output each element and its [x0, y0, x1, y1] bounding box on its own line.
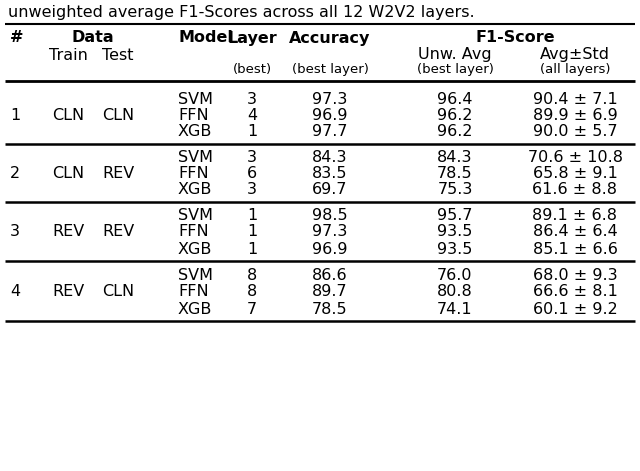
Text: (best): (best) — [232, 63, 271, 75]
Text: Avg±Std: Avg±Std — [540, 48, 610, 63]
Text: unweighted average F1-Scores across all 12 W2V2 layers.: unweighted average F1-Scores across all … — [8, 5, 475, 19]
Text: XGB: XGB — [178, 301, 212, 317]
Text: CLN: CLN — [102, 108, 134, 123]
Text: 7: 7 — [247, 301, 257, 317]
Text: F1-Score: F1-Score — [475, 31, 555, 46]
Text: XGB: XGB — [178, 242, 212, 257]
Text: 2: 2 — [10, 167, 20, 181]
Text: 3: 3 — [247, 149, 257, 164]
Text: SVM: SVM — [178, 91, 213, 106]
Text: CLN: CLN — [52, 108, 84, 123]
Text: 61.6 ± 8.8: 61.6 ± 8.8 — [532, 182, 618, 197]
Text: Train: Train — [49, 48, 88, 63]
Text: REV: REV — [102, 167, 134, 181]
Text: Accuracy: Accuracy — [289, 31, 371, 46]
Text: 96.9: 96.9 — [312, 108, 348, 123]
Text: REV: REV — [52, 284, 84, 300]
Text: SVM: SVM — [178, 209, 213, 224]
Text: 78.5: 78.5 — [437, 167, 473, 181]
Text: 98.5: 98.5 — [312, 209, 348, 224]
Text: 69.7: 69.7 — [312, 182, 348, 197]
Text: 96.2: 96.2 — [437, 108, 473, 123]
Text: 1: 1 — [247, 225, 257, 239]
Text: 96.2: 96.2 — [437, 124, 473, 139]
Text: 8: 8 — [247, 284, 257, 300]
Text: 84.3: 84.3 — [312, 149, 348, 164]
Text: 68.0 ± 9.3: 68.0 ± 9.3 — [532, 268, 618, 283]
Text: Model: Model — [178, 31, 233, 46]
Text: 86.4 ± 6.4: 86.4 ± 6.4 — [532, 225, 618, 239]
Text: 86.6: 86.6 — [312, 268, 348, 283]
Text: 80.8: 80.8 — [437, 284, 473, 300]
Text: 97.3: 97.3 — [312, 91, 348, 106]
Text: 89.7: 89.7 — [312, 284, 348, 300]
Text: 90.0 ± 5.7: 90.0 ± 5.7 — [532, 124, 618, 139]
Text: 1: 1 — [10, 108, 20, 123]
Text: 95.7: 95.7 — [437, 209, 473, 224]
Text: CLN: CLN — [102, 284, 134, 300]
Text: #: # — [10, 31, 24, 46]
Text: 65.8 ± 9.1: 65.8 ± 9.1 — [532, 167, 618, 181]
Text: 4: 4 — [10, 284, 20, 300]
Text: 89.9 ± 6.9: 89.9 ± 6.9 — [532, 108, 618, 123]
Text: 3: 3 — [247, 182, 257, 197]
Text: 1: 1 — [247, 209, 257, 224]
Text: 97.7: 97.7 — [312, 124, 348, 139]
Text: 76.0: 76.0 — [437, 268, 473, 283]
Text: 8: 8 — [247, 268, 257, 283]
Text: 1: 1 — [247, 124, 257, 139]
Text: (best layer): (best layer) — [292, 63, 369, 75]
Text: Test: Test — [102, 48, 134, 63]
Text: FFN: FFN — [178, 225, 209, 239]
Text: FFN: FFN — [178, 167, 209, 181]
Text: (best layer): (best layer) — [417, 63, 493, 75]
Text: 96.4: 96.4 — [437, 91, 473, 106]
Text: 96.9: 96.9 — [312, 242, 348, 257]
Text: 83.5: 83.5 — [312, 167, 348, 181]
Text: 1: 1 — [247, 242, 257, 257]
Text: FFN: FFN — [178, 284, 209, 300]
Text: 78.5: 78.5 — [312, 301, 348, 317]
Text: 3: 3 — [10, 225, 20, 239]
Text: 70.6 ± 10.8: 70.6 ± 10.8 — [527, 149, 623, 164]
Text: Unw. Avg: Unw. Avg — [418, 48, 492, 63]
Text: SVM: SVM — [178, 149, 213, 164]
Text: 60.1 ± 9.2: 60.1 ± 9.2 — [532, 301, 618, 317]
Text: 90.4 ± 7.1: 90.4 ± 7.1 — [532, 91, 618, 106]
Text: 97.3: 97.3 — [312, 225, 348, 239]
Text: (all layers): (all layers) — [540, 63, 611, 75]
Text: 66.6 ± 8.1: 66.6 ± 8.1 — [532, 284, 618, 300]
Text: 93.5: 93.5 — [437, 225, 473, 239]
Text: CLN: CLN — [52, 167, 84, 181]
Text: 4: 4 — [247, 108, 257, 123]
Text: 75.3: 75.3 — [437, 182, 473, 197]
Text: FFN: FFN — [178, 108, 209, 123]
Text: 84.3: 84.3 — [437, 149, 473, 164]
Text: Layer: Layer — [227, 31, 277, 46]
Text: REV: REV — [102, 225, 134, 239]
Text: 6: 6 — [247, 167, 257, 181]
Text: XGB: XGB — [178, 182, 212, 197]
Text: 93.5: 93.5 — [437, 242, 473, 257]
Text: Data: Data — [72, 31, 115, 46]
Text: 89.1 ± 6.8: 89.1 ± 6.8 — [532, 209, 618, 224]
Text: XGB: XGB — [178, 124, 212, 139]
Text: 85.1 ± 6.6: 85.1 ± 6.6 — [532, 242, 618, 257]
Text: REV: REV — [52, 225, 84, 239]
Text: 74.1: 74.1 — [437, 301, 473, 317]
Text: SVM: SVM — [178, 268, 213, 283]
Text: 3: 3 — [247, 91, 257, 106]
